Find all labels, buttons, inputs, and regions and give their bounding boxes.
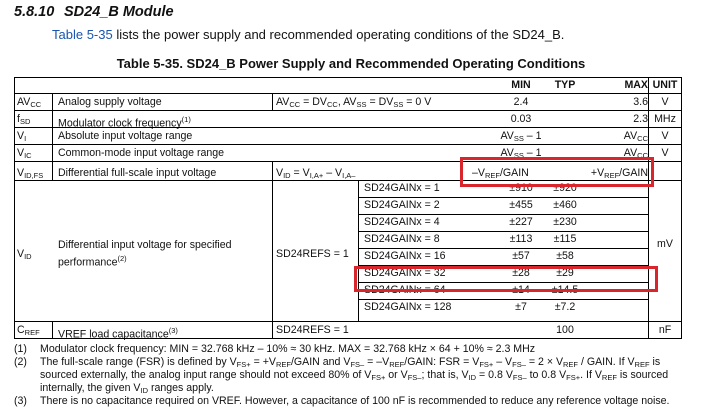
- col-rule: [358, 180, 359, 321]
- row-rule: [14, 144, 682, 145]
- cond-vid: SD24REFS = 1: [276, 248, 349, 260]
- symbol-fsd: fSD: [17, 113, 31, 126]
- header-unit: UNIT: [652, 79, 678, 91]
- row-rule: [14, 180, 682, 181]
- symbol-cref: CREF: [17, 324, 40, 337]
- row-rule: [14, 110, 682, 111]
- gain-min: ±227: [509, 216, 533, 228]
- col-rule: [52, 321, 53, 338]
- gain-min: ±455: [509, 199, 533, 211]
- max-avcc: 3.6: [633, 96, 648, 108]
- gain-label: SD24GAINx = 2: [364, 199, 440, 211]
- row-rule: [358, 231, 648, 232]
- gain-typ: ±7.2: [554, 301, 576, 313]
- row-rule: [358, 248, 648, 249]
- param-vid: Differential input voltage for specified…: [58, 239, 232, 269]
- table-border-left: [14, 77, 15, 339]
- max-vi: AVCC: [623, 130, 648, 143]
- col-rule: [272, 94, 273, 111]
- table-border-top: [14, 77, 682, 78]
- gain-label: SD24GAINx = 32: [364, 267, 446, 279]
- gain-label: SD24GAINx = 8: [364, 233, 440, 245]
- unit-vic: V: [661, 147, 669, 159]
- gain-min: ±113: [509, 233, 533, 245]
- footnote-2: (2) The full-scale range (FSR) is defined…: [14, 356, 669, 395]
- symbol-vidfs: VID,FS: [17, 167, 44, 180]
- cond-vidfs: VID = VI,A+ – VI,A–: [276, 167, 356, 180]
- row-rule: [358, 299, 648, 300]
- table-link[interactable]: Table 5-35: [52, 27, 113, 42]
- min-avcc: 2.4: [513, 96, 529, 108]
- footnote-1: (1) Modulator clock frequency: MIN = 32.7…: [14, 343, 536, 355]
- gain-label: SD24GAINx = 128: [364, 301, 452, 313]
- intro-paragraph: Table 5-35 lists the power supply and re…: [52, 27, 564, 42]
- gain-label: SD24GAINx = 4: [364, 216, 440, 228]
- gain-typ: ±115: [553, 233, 577, 245]
- highlight-gain-32: [354, 266, 658, 292]
- row-rule: [14, 161, 682, 162]
- min-fsd: 0.03: [510, 113, 532, 125]
- min-vi: AVSS – 1: [500, 130, 542, 143]
- symbol-avcc: AVCC: [17, 96, 42, 109]
- param-vi: Absolute input voltage range: [58, 130, 193, 142]
- col-rule: [52, 94, 53, 180]
- unit-avcc: V: [661, 96, 669, 108]
- section-title: SD24_B Module: [64, 4, 174, 20]
- table-border-bottom: [14, 338, 682, 339]
- gain-min: ±7: [515, 301, 527, 313]
- gain-label: SD24GAINx = 16: [364, 250, 446, 262]
- table-border-right: [681, 77, 682, 339]
- row-rule: [14, 321, 682, 322]
- symbol-vid: VID: [17, 248, 32, 261]
- gain-min: ±28: [512, 267, 530, 279]
- param-vidfs: Differential full-scale input voltage: [58, 167, 217, 179]
- row-rule: [358, 214, 648, 215]
- unit-vid: mV: [657, 238, 673, 250]
- unit-vi: V: [661, 130, 669, 142]
- cond-avcc: AVCC = DVCC, AVSS = DVSS = 0 V: [276, 96, 432, 109]
- footnotes: (1) Modulator clock frequency: MIN = 32.7…: [14, 343, 694, 408]
- col-rule: [648, 77, 649, 339]
- unit-fsd: MHz: [654, 113, 676, 125]
- row-rule: [14, 127, 682, 128]
- param-vic: Common-mode input voltage range: [58, 147, 225, 159]
- table-title: Table 5-35. SD24_B Power Supply and Reco…: [116, 56, 586, 71]
- row-rule: [358, 265, 648, 266]
- param-cref: VREF load capacitance(3): [58, 326, 178, 341]
- symbol-vic: VIC: [17, 147, 32, 160]
- param-fsd: Modulator clock frequency(1): [58, 115, 191, 130]
- section-number: 5.8.10: [14, 4, 55, 20]
- spec-table: MIN TYP MAX UNIT AVCC Analog supply volt…: [14, 77, 682, 341]
- max-fsd: 2.3: [633, 113, 648, 125]
- header-typ: TYP: [554, 79, 576, 91]
- header-rule: [14, 93, 682, 94]
- typ-cref: 100: [556, 324, 574, 336]
- unit-cref: nF: [658, 324, 672, 336]
- section-heading: 5.8.10 SD24_B Module: [14, 4, 174, 20]
- gain-typ: ±460: [553, 199, 577, 211]
- footnote-3: (3) There is no capacitance required on V…: [14, 395, 670, 407]
- max-vic: AVCC: [623, 147, 648, 160]
- header-max: MAX: [624, 79, 648, 91]
- gain-min: ±57: [512, 250, 530, 262]
- max-vidfs: +VREF/GAIN: [590, 167, 648, 180]
- col-rule: [272, 161, 273, 338]
- gain-typ: ±58: [556, 250, 574, 262]
- row-rule: [358, 197, 648, 198]
- cond-cref: SD24REFS = 1: [276, 324, 349, 336]
- gain-typ: ±29: [556, 267, 574, 279]
- highlight-full-scale-range: [460, 157, 654, 187]
- header-min: MIN: [511, 79, 531, 91]
- symbol-vi: VI: [17, 130, 27, 143]
- param-avcc: Analog supply voltage: [58, 96, 162, 108]
- min-vidfs: –VREF/GAIN: [472, 167, 529, 180]
- gain-typ: ±230: [553, 216, 577, 228]
- gain-label: SD24GAINx = 1: [364, 182, 440, 194]
- row-rule: [358, 282, 648, 283]
- min-vic: AVSS – 1: [500, 147, 542, 160]
- intro-text: lists the power supply and recommended o…: [112, 27, 565, 42]
